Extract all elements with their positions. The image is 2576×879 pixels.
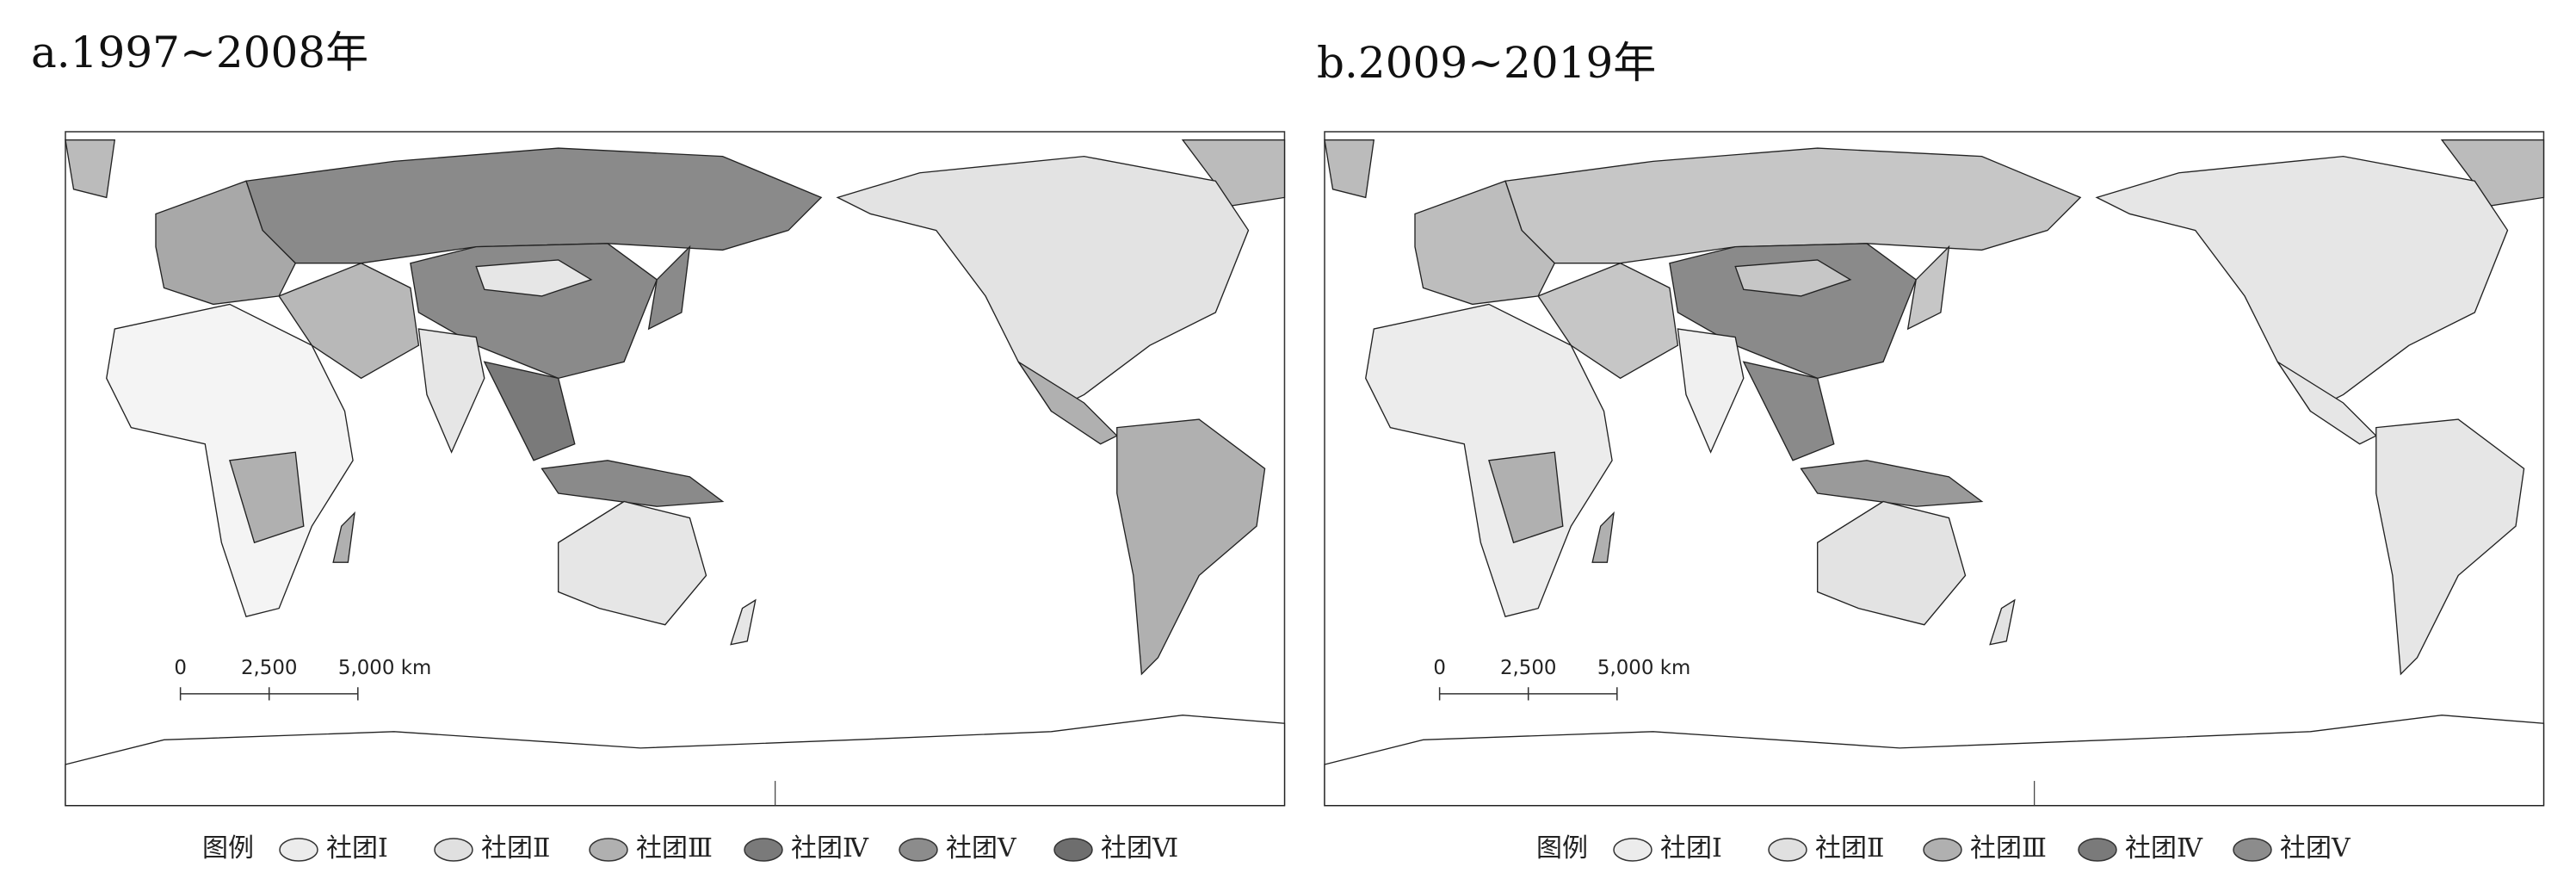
mongolia [475,259,593,297]
china [410,243,658,380]
legend-swatch [279,838,318,862]
india [1677,328,1745,454]
legend-swatch [2233,838,2272,862]
legend: 图例 社团Ⅰ 社团Ⅱ 社团Ⅲ 社团Ⅳ 社团Ⅴ [1536,833,2351,864]
central-america [2276,361,2377,445]
scale-label: 2,500 [241,657,298,679]
japan [1906,245,1950,331]
legend-label: 社团Ⅱ [1815,833,1884,864]
japan [647,245,691,331]
legend-swatch [434,838,473,862]
map: 0 2,500 5,000 km [65,131,1286,807]
legend: 图例 社团Ⅰ 社团Ⅱ 社团Ⅲ 社团Ⅳ 社团Ⅴ 社团Ⅵ [202,833,1178,864]
panel-title: a.1997~2008年 [31,28,368,77]
legend-label: 社团Ⅳ [791,833,869,864]
legend-swatch [1768,838,1807,862]
legend-swatch [744,838,783,862]
legend-label: 社团Ⅰ [326,833,388,864]
antarctica [65,715,1286,807]
southeast-asia [1742,361,1835,461]
south-america [1116,418,1266,676]
africa-region [229,451,305,544]
antarctica [1324,715,2545,807]
central-america [1017,361,1118,445]
legend-label: 社团Ⅱ [481,833,550,864]
madagascar [1591,511,1615,563]
southeast-asia [483,361,576,461]
legend-label: 社团Ⅴ [946,833,1017,864]
indonesia [1800,460,1984,507]
legend-label: 社团Ⅲ [636,833,713,864]
map: 0 2,500 5,000 km [1324,131,2545,807]
australia [1817,500,1967,626]
scale-label: 0 [1433,657,1446,679]
legend-swatch [589,838,628,862]
legend-title: 图例 [202,833,254,864]
scale-label: 5,000 km [1597,657,1690,679]
indonesia [541,460,725,507]
legend-title: 图例 [1536,833,1588,864]
greenland [65,139,116,199]
legend-label: 社团Ⅵ [1101,833,1178,864]
greenland [1324,139,1375,199]
australia [558,500,707,626]
new-zealand [1989,598,2016,646]
legend-label: 社团Ⅲ [1970,833,2047,864]
legend-label: 社团Ⅴ [2280,833,2351,864]
africa-region [1488,451,1564,544]
new-zealand [730,598,757,646]
north-america [2095,155,2509,412]
mongolia [1734,259,1852,297]
madagascar [332,511,355,563]
legend-swatch [1923,838,1962,862]
south-america [2375,418,2525,676]
legend-swatch [2078,838,2117,862]
scale-label: 2,500 [1500,657,1557,679]
legend-label: 社团Ⅳ [2125,833,2203,864]
legend-swatch [899,838,938,862]
india [417,328,485,454]
panel-title: b.2009~2019年 [1317,38,1656,88]
north-america [836,155,1250,412]
legend-label: 社团Ⅰ [1660,833,1722,864]
china [1669,243,1918,380]
legend-swatch [1613,838,1652,862]
legend-swatch [1053,838,1093,862]
scale-label: 5,000 km [338,657,431,679]
scale-label: 0 [174,657,187,679]
